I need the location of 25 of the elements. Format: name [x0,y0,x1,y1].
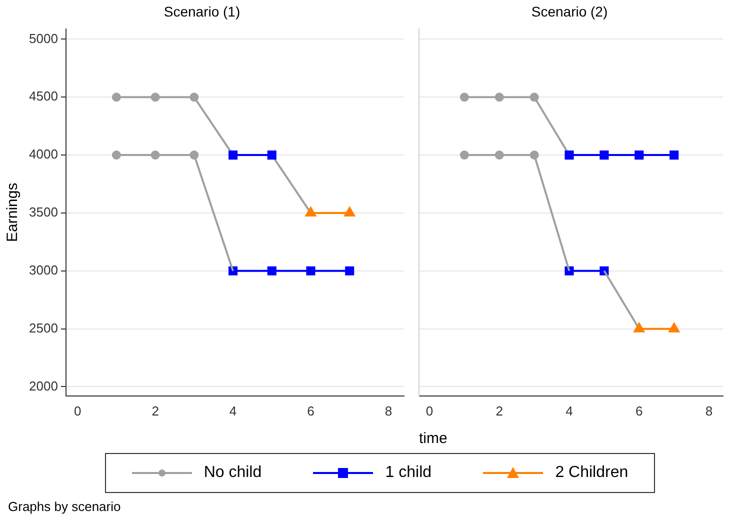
x-tick-label: 6 [636,403,643,418]
x-tick-label: 2 [496,403,503,418]
legend-label: 1 child [385,464,432,482]
x-axis-title: time [419,430,448,448]
x-tick-label: 8 [705,403,713,418]
y-tick-label: 3500 [29,204,58,220]
x-tick-label: 4 [566,403,573,418]
x-tick-label: 0 [426,403,434,418]
y-tick-label: 4500 [29,88,58,104]
chart-title: Scenario (2) [531,3,608,20]
x-tick-label: 4 [229,403,237,418]
legend-label: 2 Children [555,464,628,482]
text: Graphs by scenario [8,499,121,514]
x-tick-label: 2 [152,403,159,418]
y-tick-label: 3000 [29,262,58,278]
y-tick-label: 5000 [29,30,58,46]
legend-label: No child [204,464,262,482]
y-tick-label: 2000 [29,378,58,394]
y-axis-title: Earnings [4,182,22,242]
x-tick-label: 8 [384,403,392,418]
chart-title: Scenario (1) [164,3,240,20]
x-tick-label: 0 [74,403,82,418]
x-tick-label: 6 [307,403,314,418]
y-tick-label: 2500 [29,320,58,336]
y-tick-label: 4000 [29,146,58,162]
